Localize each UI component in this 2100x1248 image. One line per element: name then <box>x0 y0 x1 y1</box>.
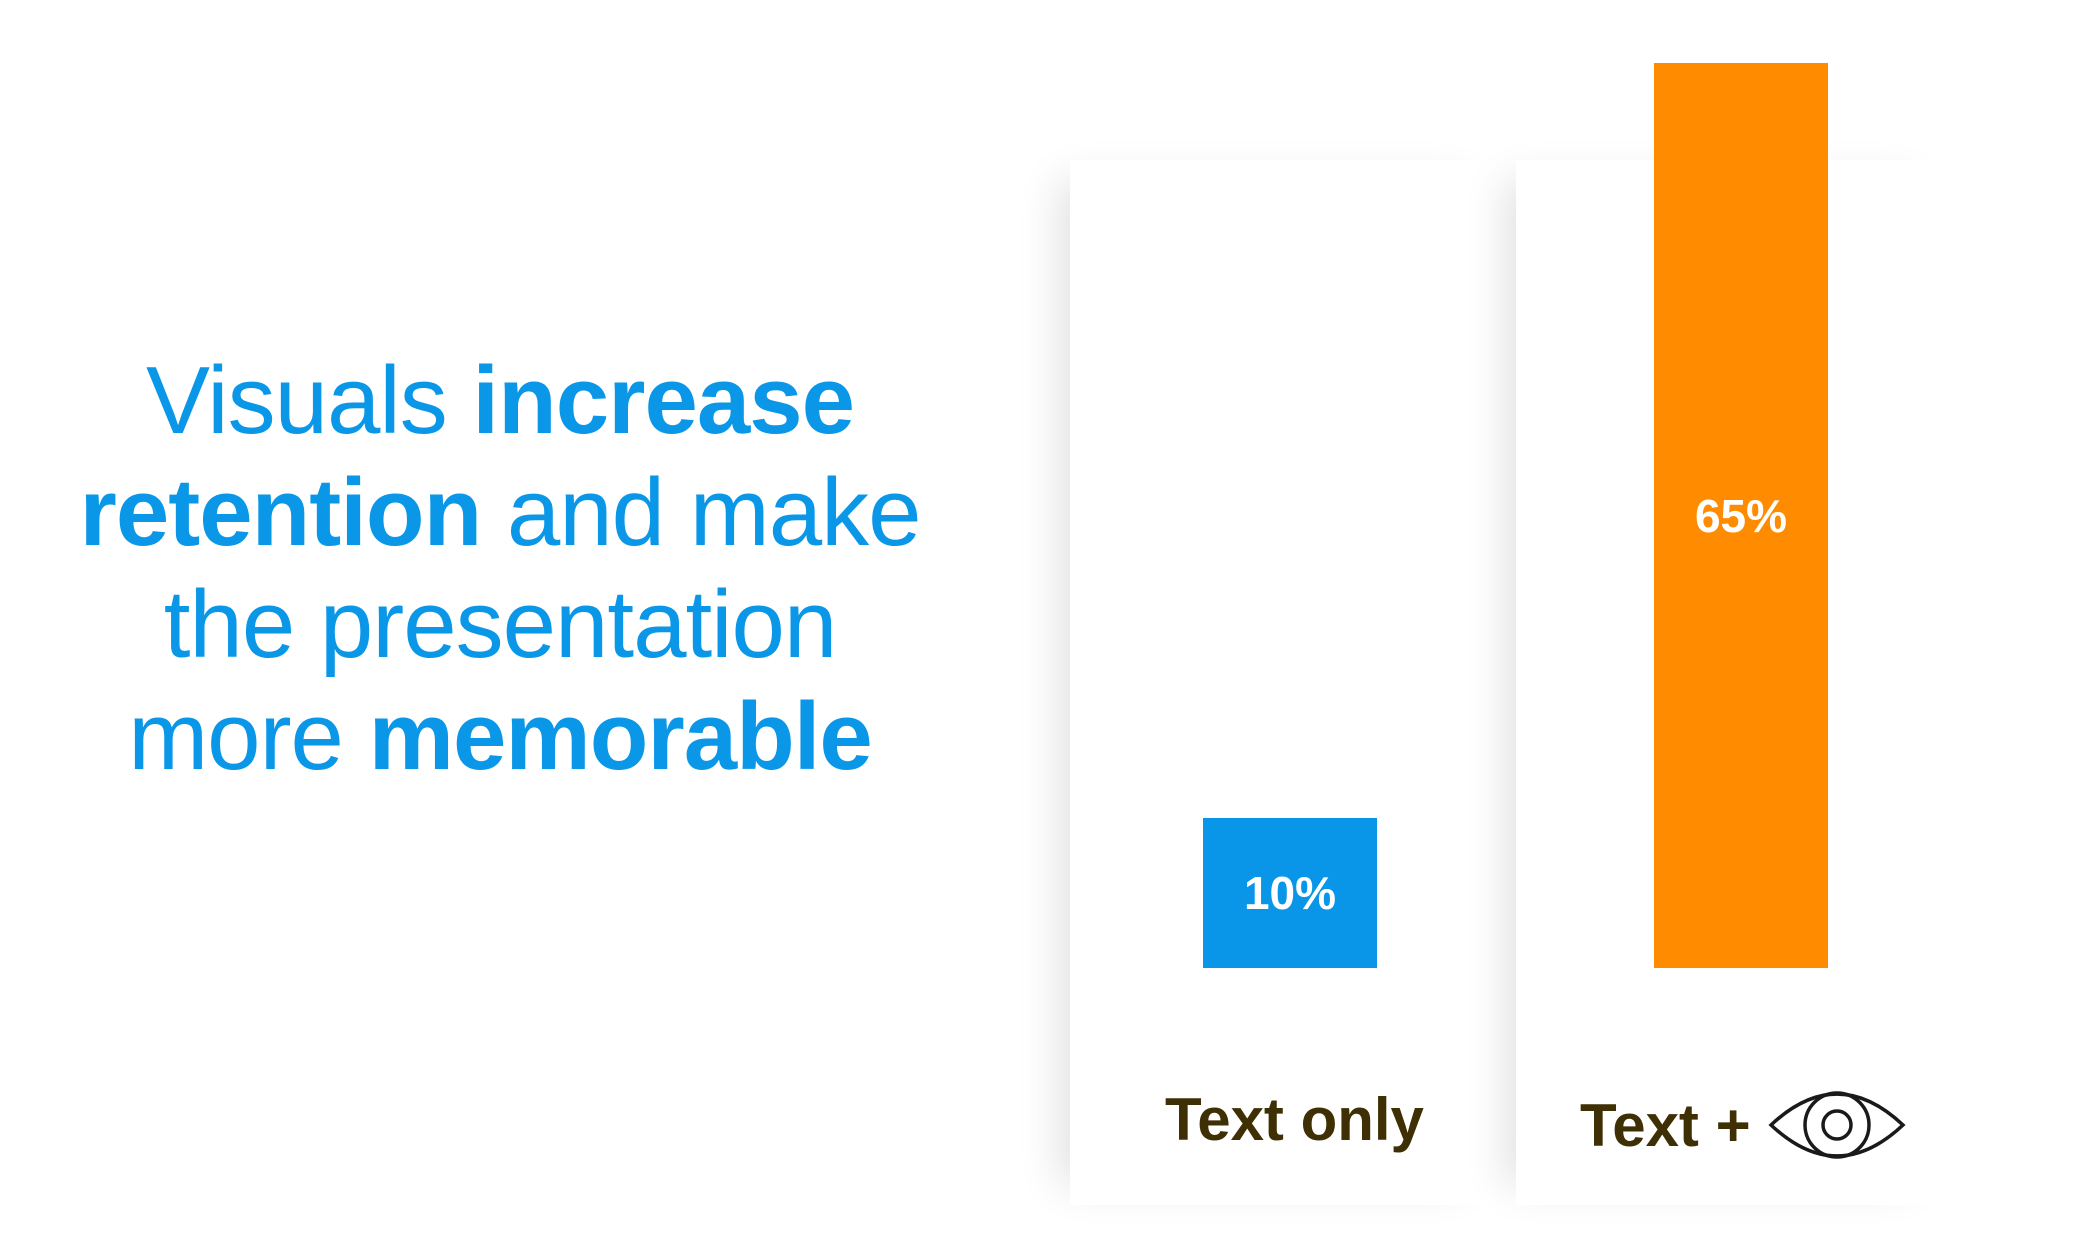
bar-text-plus-visuals: 65% <box>1654 63 1828 968</box>
bar-value-label: 10% <box>1243 867 1337 919</box>
eye-icon <box>1768 1091 1906 1159</box>
bar-text-only: 10% <box>1203 818 1377 968</box>
bar-value-label: 65% <box>1694 489 1788 542</box>
category-label-text: Text + <box>1580 1091 1751 1159</box>
headline: Visuals increase retention and make the … <box>60 345 940 793</box>
headline-emphasis-1: increase retention <box>79 347 855 566</box>
column-panel-text-only <box>1070 160 1515 1205</box>
category-label-text: Text only <box>1165 1086 1424 1153</box>
headline-emphasis-2: memorable <box>368 683 873 790</box>
category-label-text-plus-visuals: Text + <box>1580 1085 1907 1165</box>
headline-part-2: and make the presentation more <box>128 459 921 790</box>
headline-part-1: Visuals <box>145 347 473 454</box>
category-label-text-only: Text only <box>1165 1085 1424 1154</box>
